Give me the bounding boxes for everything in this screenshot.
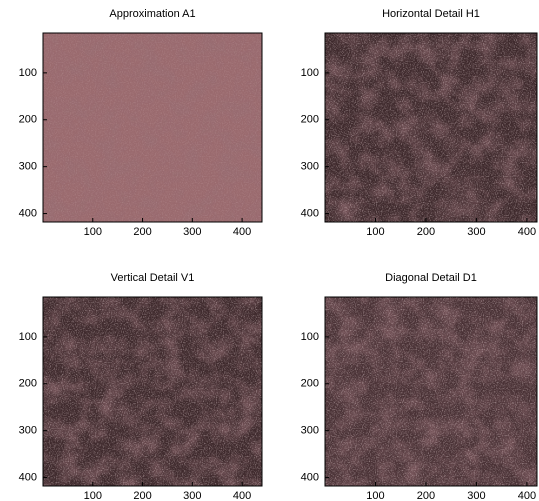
y-tick-label: 200: [301, 378, 319, 390]
x-tick-label: 100: [84, 226, 102, 238]
x-tick-label: 100: [366, 226, 384, 238]
y-tick-label: 200: [19, 378, 37, 390]
x-tick-label: 400: [518, 490, 536, 501]
x-tick-label: 100: [366, 490, 384, 501]
y-tick-label: 200: [301, 114, 319, 126]
x-tick-label: 200: [417, 226, 435, 238]
x-tick-label: 200: [417, 490, 435, 501]
y-tick-label: 400: [19, 207, 37, 219]
y-tick-label: 400: [19, 471, 37, 483]
x-tick-label: 300: [183, 226, 201, 238]
figure: Approximation A1 100 200 300 400 100 200 300 400…: [0, 0, 539, 501]
y-tick-label: 400: [301, 207, 319, 219]
image-texture: [325, 297, 537, 486]
x-tick-label: 300: [467, 226, 485, 238]
x-tick-label: 400: [518, 226, 536, 238]
x-tick-label: 200: [133, 226, 151, 238]
y-tick-label: 300: [301, 425, 319, 437]
axes-title: Approximation A1: [109, 8, 195, 20]
x-tick-label: 300: [183, 490, 201, 501]
axes-title: Vertical Detail V1: [111, 272, 195, 284]
x-tick-label: 400: [233, 226, 251, 238]
x-tick-label: 300: [467, 490, 485, 501]
axes-title: Horizontal Detail H1: [382, 8, 480, 20]
y-tick-label: 100: [19, 331, 37, 343]
axes-title: Diagonal Detail D1: [385, 272, 477, 284]
y-tick-label: 300: [19, 161, 37, 173]
y-tick-label: 300: [301, 161, 319, 173]
image-texture: [325, 33, 537, 222]
y-tick-label: 100: [301, 67, 319, 79]
x-tick-label: 400: [233, 490, 251, 501]
y-tick-label: 300: [19, 425, 37, 437]
x-tick-label: 200: [133, 490, 151, 501]
image-texture: [43, 297, 262, 486]
image-texture: [43, 33, 262, 222]
y-tick-label: 100: [19, 67, 37, 79]
y-tick-label: 200: [19, 114, 37, 126]
y-tick-label: 400: [301, 471, 319, 483]
y-tick-label: 100: [301, 331, 319, 343]
x-tick-label: 100: [84, 490, 102, 501]
